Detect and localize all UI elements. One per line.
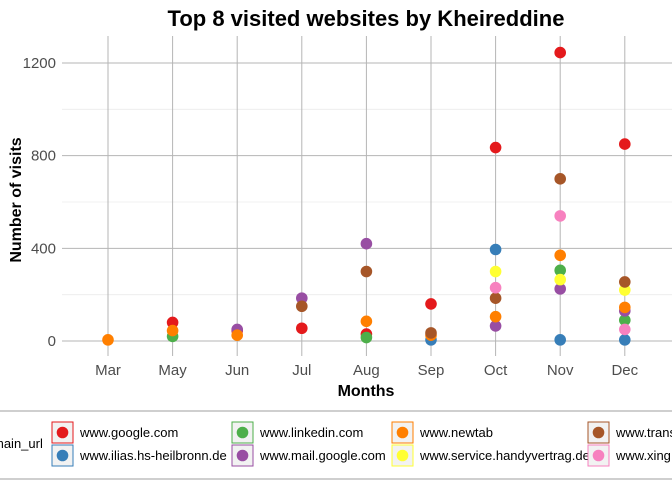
data-point — [554, 249, 566, 262]
legend-key-marker — [56, 449, 69, 462]
data-point — [296, 300, 308, 313]
data-point — [619, 334, 631, 346]
chart-title: Top 8 visited websites by Kheireddine — [168, 6, 565, 31]
legend-title: main_url — [0, 436, 43, 451]
data-point — [360, 265, 373, 278]
x-tick-label: Dec — [611, 362, 638, 379]
y-tick-label: 800 — [31, 148, 56, 165]
legend-items: www.google.com www.ilias.hs-heilbronn.de w… — [51, 421, 672, 467]
data-point — [489, 141, 502, 154]
legend-label: www.xing.com — [615, 448, 672, 463]
x-tick-label: Jun — [225, 362, 249, 379]
x-tick-label: Sep — [418, 362, 445, 379]
y-axis-ticks: 0 400 800 1200 — [23, 55, 56, 350]
legend-key-marker — [236, 426, 249, 439]
data-point — [619, 284, 631, 296]
data-point — [166, 316, 179, 329]
x-tick-label: Nov — [547, 362, 574, 379]
data-point — [489, 310, 502, 323]
data-point — [360, 315, 373, 328]
legend-label: www.transfermarkt.de — [615, 425, 672, 440]
data-point — [619, 276, 631, 288]
data-point — [619, 138, 631, 150]
data-point — [489, 243, 502, 256]
x-axis-ticks: Mar May Jun Jul Aug Sep Oct Nov Dec — [95, 362, 639, 379]
data-point — [360, 331, 373, 344]
data-point — [425, 298, 437, 310]
legend-key-marker — [396, 449, 409, 462]
y-axis-title: Number of visits — [8, 137, 25, 262]
data-point — [425, 327, 437, 339]
y-tick-label: 0 — [48, 333, 56, 350]
data-point — [554, 210, 566, 222]
legend: main_url www.google.com www.ilias.hs-heil… — [0, 410, 672, 480]
data-point — [296, 322, 308, 335]
x-tick-label: Jul — [292, 362, 311, 379]
data-points — [102, 46, 631, 346]
data-point — [489, 320, 502, 332]
grid — [62, 36, 672, 356]
data-point — [619, 323, 631, 336]
legend-label: www.service.handyvertrag.de — [419, 448, 590, 463]
legend-label: www.newtab — [419, 425, 493, 440]
data-point — [619, 314, 631, 326]
data-point — [489, 292, 502, 304]
legend-label: www.google.com — [79, 425, 178, 440]
x-tick-label: Oct — [484, 362, 508, 379]
data-point — [296, 292, 308, 304]
data-point — [489, 265, 502, 278]
data-point — [619, 301, 631, 314]
data-point — [489, 281, 502, 294]
data-point — [554, 264, 566, 277]
data-point — [554, 273, 566, 286]
data-point — [554, 283, 566, 295]
data-point — [554, 46, 566, 59]
legend-key-marker — [236, 449, 249, 462]
legend-key-marker — [396, 426, 409, 439]
legend-label: www.linkedin.com — [259, 425, 363, 440]
data-point — [554, 334, 566, 346]
x-tick-label: Mar — [95, 362, 121, 379]
y-tick-label: 400 — [31, 240, 56, 257]
legend-key-marker — [56, 426, 69, 439]
data-point — [102, 334, 114, 346]
data-point — [360, 237, 373, 250]
data-point — [231, 329, 243, 342]
legend-label: www.mail.google.com — [259, 448, 386, 463]
legend-key-marker — [592, 426, 605, 439]
data-point — [554, 173, 566, 185]
legend-key-marker — [592, 449, 605, 462]
data-point — [166, 324, 179, 337]
x-axis-title: Months — [338, 383, 395, 400]
x-tick-label: Aug — [353, 362, 380, 379]
y-tick-label: 1200 — [23, 55, 56, 72]
x-tick-label: May — [158, 362, 187, 379]
legend-label: www.ilias.hs-heilbronn.de — [79, 448, 227, 463]
